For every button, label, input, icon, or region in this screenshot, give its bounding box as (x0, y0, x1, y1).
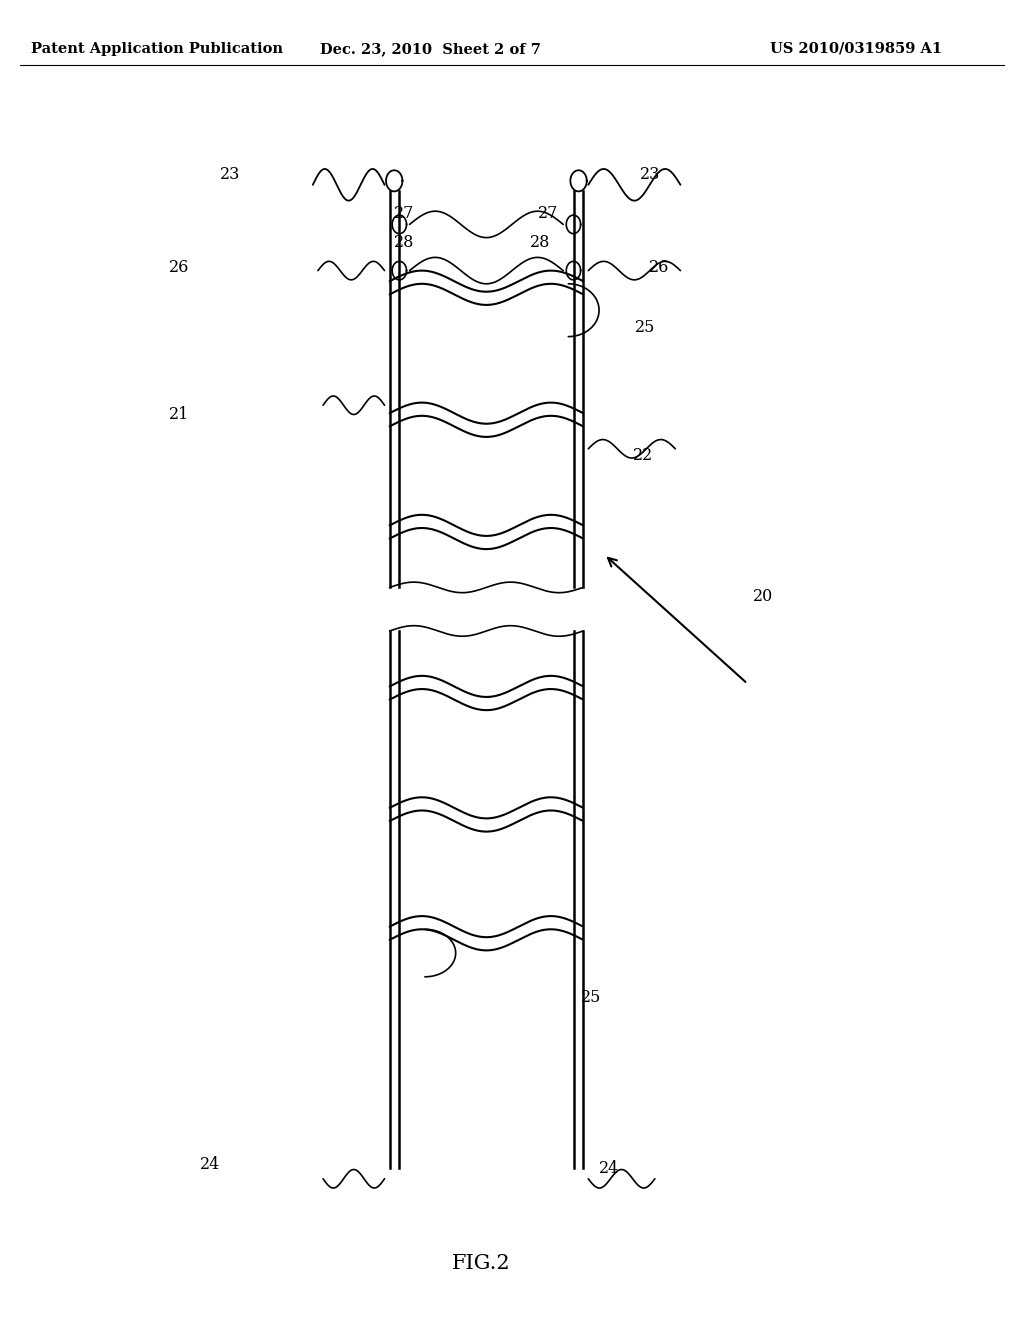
Text: 26: 26 (649, 260, 670, 276)
Text: 26: 26 (169, 260, 189, 276)
Text: US 2010/0319859 A1: US 2010/0319859 A1 (770, 42, 942, 55)
Text: 23: 23 (220, 166, 241, 182)
Text: 25: 25 (635, 319, 655, 335)
Text: Dec. 23, 2010  Sheet 2 of 7: Dec. 23, 2010 Sheet 2 of 7 (319, 42, 541, 55)
Text: FIG.2: FIG.2 (452, 1254, 511, 1272)
Text: 27: 27 (538, 206, 558, 222)
Text: 22: 22 (633, 447, 653, 463)
Text: 27: 27 (394, 206, 415, 222)
Text: 25: 25 (581, 990, 601, 1006)
Text: 28: 28 (530, 235, 551, 251)
Text: 24: 24 (200, 1156, 220, 1172)
Text: 23: 23 (640, 166, 660, 182)
Text: 21: 21 (169, 407, 189, 422)
Text: Patent Application Publication: Patent Application Publication (31, 42, 283, 55)
Text: 20: 20 (753, 589, 773, 605)
Text: 28: 28 (394, 235, 415, 251)
Text: 24: 24 (599, 1160, 620, 1176)
